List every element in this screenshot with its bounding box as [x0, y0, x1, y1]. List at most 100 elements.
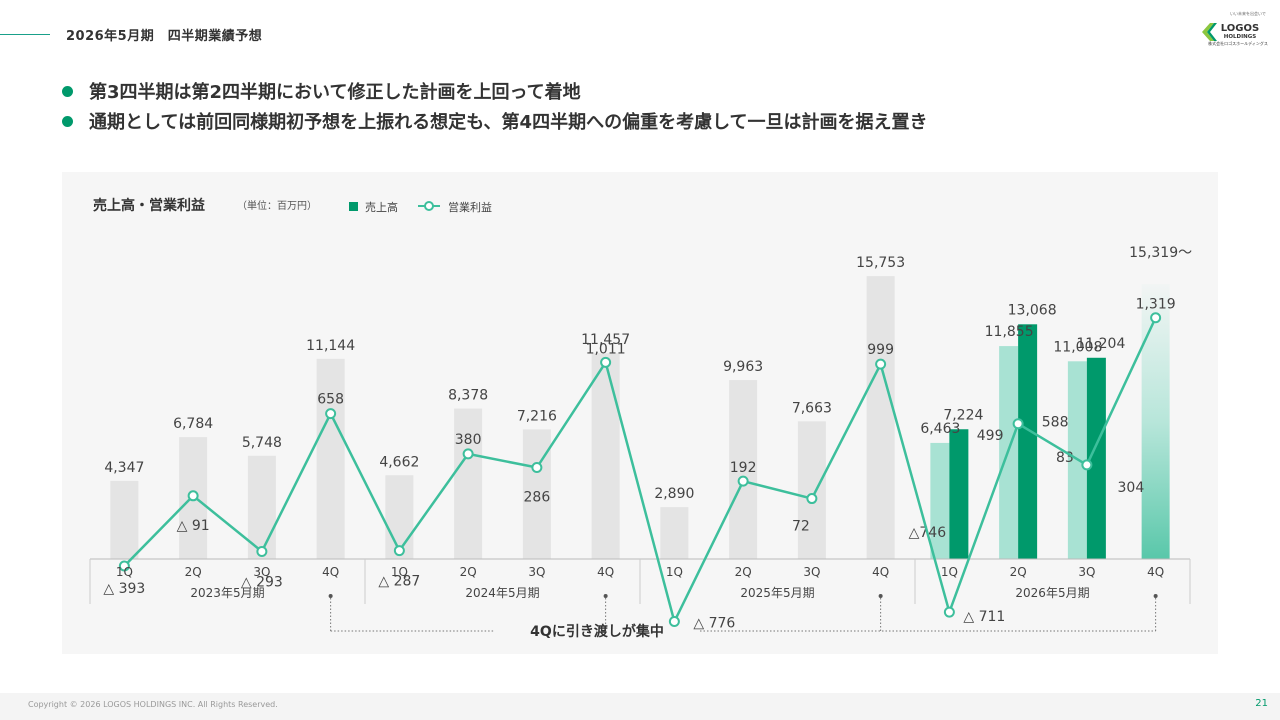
profit-marker — [256, 545, 268, 557]
actual-sales-label: 7,224 — [943, 407, 983, 423]
profit-marker — [668, 616, 680, 628]
fiscal-year-label: 2023年5月期 — [190, 586, 264, 600]
profit-value-label: 1,011 — [586, 341, 626, 357]
profit-value-label: 658 — [317, 392, 344, 408]
sales-value-label: 11,144 — [306, 338, 355, 354]
fiscal-year-label: 2025年5月期 — [740, 586, 814, 600]
profit-line — [123, 317, 1157, 626]
profit-value-label: 999 — [867, 342, 894, 358]
sales-value-label: 2,890 — [654, 486, 694, 502]
forecast-sales-bar — [1141, 283, 1170, 559]
plan-sales-bar — [930, 442, 950, 559]
actual-sales-bar — [949, 429, 969, 559]
quarter-tick-label: 3Q — [803, 565, 820, 579]
logo-name-sub: HOLDINGS — [1224, 34, 1257, 40]
profit-marker — [531, 462, 543, 474]
actual-sales-bar — [1018, 324, 1038, 559]
legend-profit-label: 営業利益 — [448, 200, 492, 214]
sales-bar — [660, 507, 689, 559]
plan-sales-label: 11,008 — [1053, 339, 1102, 355]
bullet-dot-icon — [62, 115, 73, 127]
profit-value-label: 304 — [1118, 480, 1145, 496]
quarter-tick-label: 1Q — [391, 565, 408, 579]
sales-bar — [316, 358, 345, 559]
profit-marker — [943, 606, 955, 618]
quarter-tick-label: 2Q — [460, 565, 477, 579]
profit-value-label: △ 776 — [693, 616, 735, 632]
logo-company: 株式会社ロゴスホールディングス — [1208, 40, 1268, 46]
sales-bar — [247, 455, 276, 559]
profit-marker — [806, 493, 818, 505]
bullet-text: 通期としては前回同様期初予想を上振れる想定も、第4四半期への偏重を考慮して一旦は… — [89, 112, 928, 133]
quarter-tick-label: 1Q — [116, 565, 133, 579]
quarter-tick-label: 1Q — [941, 565, 958, 579]
chart-panel: 売上高・営業利益 （単位：百万円） 売上高 営業利益 4,347 6,784 5,748 11… — [62, 172, 1218, 654]
sales-value-label: 4,347 — [104, 460, 144, 476]
profit-marker — [1150, 312, 1162, 324]
quarter-tick-label: 3Q — [528, 565, 545, 579]
profit-value-label: 72 — [792, 519, 810, 535]
copyright: Copyright © 2026 LOGOS HOLDINGS INC. All… — [28, 700, 278, 709]
sales-bar — [385, 475, 414, 559]
sales-value-label: 15,753 — [856, 255, 905, 271]
profit-value-label: 588 — [1042, 415, 1069, 431]
delivery-annotation: 4Qに引き渡しが集中 — [530, 623, 664, 640]
logo-chevron-icon — [1202, 23, 1214, 41]
sales-value-label: 4,662 — [379, 454, 419, 470]
sales-bar — [729, 380, 758, 559]
sales-value-label: 7,216 — [517, 408, 557, 424]
bullet-text: 第3四半期は第2四半期において修正した計画を上回って着地 — [89, 82, 581, 103]
chart-title: 売上高・営業利益 — [93, 197, 205, 214]
legend-profit-marker — [424, 201, 434, 211]
header-accent-line — [0, 34, 50, 35]
plan-profit-label: 499 — [977, 428, 1004, 444]
profit-value-label: △ 393 — [103, 581, 145, 597]
profit-marker — [325, 408, 337, 420]
summary-bullets: 第3四半期は第2四半期において修正した計画を上回って着地 通期としては前回同様期… — [62, 76, 928, 136]
annotation-pointer-dot — [328, 594, 333, 598]
sales-value-label: 8,378 — [448, 388, 488, 404]
profit-value-label: △ 711 — [963, 609, 1005, 625]
page-title: 2026年5月期 四半期業績予想 — [66, 29, 263, 44]
logo-name: LOGOS — [1221, 23, 1259, 34]
company-logo: いい未来を出会いで LOGOS HOLDINGS 株式会社ロゴスホールディングス — [1198, 10, 1268, 50]
sales-bar — [866, 276, 895, 559]
plan-sales-label: 6,463 — [920, 421, 960, 437]
quarter-tick-label: 4Q — [872, 565, 889, 579]
quarter-tick-label: 2Q — [1010, 565, 1027, 579]
profit-value-label: 1,319 — [1136, 297, 1176, 313]
plan-sales-label: 11,855 — [985, 324, 1034, 340]
sales-value-label: 6,784 — [173, 416, 213, 432]
sales-value-label: 7,663 — [792, 400, 832, 416]
profit-marker — [118, 560, 130, 572]
logo-tagline: いい未来を出会いで — [1230, 10, 1266, 16]
sales-value-label: 5,748 — [242, 435, 282, 451]
profit-marker — [462, 448, 474, 460]
sales-bar — [110, 480, 139, 559]
sales-value-label: 9,963 — [723, 359, 763, 375]
fiscal-year-label: 2024年5月期 — [465, 586, 539, 600]
profit-marker — [875, 358, 887, 370]
bullet-item: 第3四半期は第2四半期において修正した計画を上回って着地 — [62, 76, 928, 106]
quarter-tick-label: 4Q — [597, 565, 614, 579]
profit-value-label: 286 — [524, 490, 551, 506]
profit-value-label: △ 287 — [378, 574, 420, 590]
quarter-tick-label: 3Q — [1078, 565, 1095, 579]
profit-marker — [393, 545, 405, 557]
quarter-tick-label: 4Q — [322, 565, 339, 579]
actual-sales-bar — [1086, 357, 1106, 559]
profit-marker — [1081, 459, 1093, 471]
profit-marker — [600, 356, 612, 368]
quarter-tick-label: 2Q — [735, 565, 752, 579]
annotation-pointer-dot — [878, 594, 883, 598]
page-number: 21 — [1255, 698, 1268, 709]
sales-bar — [797, 421, 826, 559]
profit-marker — [1012, 418, 1024, 430]
quarter-tick-label: 4Q — [1147, 565, 1164, 579]
actual-sales-label: 13,068 — [1008, 302, 1057, 318]
sales-bar — [591, 353, 620, 559]
legend-sales-label: 売上高 — [365, 200, 398, 214]
profit-value-label: 380 — [455, 432, 482, 448]
quarter-tick-label: 1Q — [666, 565, 683, 579]
profit-marker — [737, 475, 749, 487]
